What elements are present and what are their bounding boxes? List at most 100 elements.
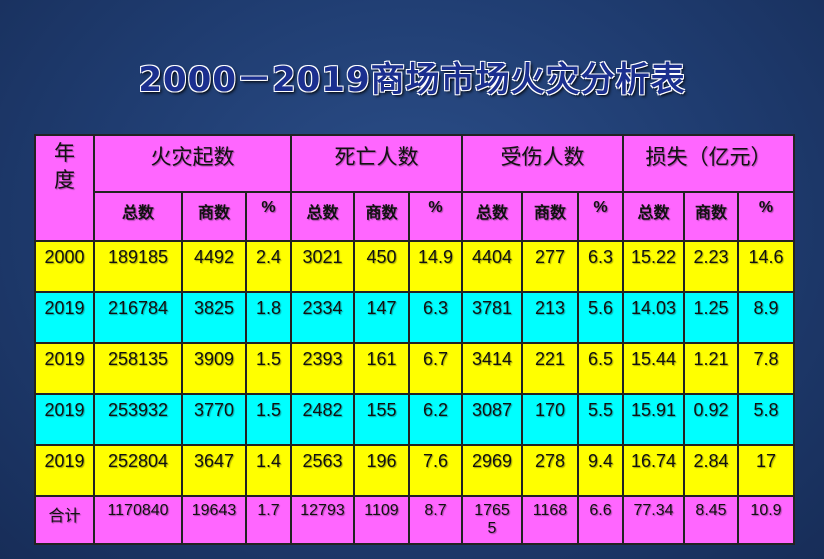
year-cell-text: 2019 bbox=[44, 349, 85, 369]
subheader-text: % bbox=[428, 199, 443, 216]
value-cell-text: 170 bbox=[534, 400, 566, 420]
subheader-text: % bbox=[261, 199, 276, 216]
value-cell-text: 2563 bbox=[302, 451, 343, 471]
value-cell-text: 1109 bbox=[364, 502, 399, 519]
value-cell-text: 189185 bbox=[107, 247, 169, 267]
value-cell-text: 3087 bbox=[471, 400, 513, 420]
value-cell: 15.91 bbox=[622, 393, 685, 446]
value-cell-text: 2334 bbox=[302, 298, 343, 318]
value-cell: 15.22 bbox=[622, 240, 685, 293]
value-cell: 16.74 bbox=[622, 444, 685, 497]
subheader: % bbox=[245, 191, 292, 242]
total-row: 合计 1170840 19643 1.7 12793 1109 8.7 17655 1168 6.… bbox=[34, 495, 795, 545]
value-cell-text: 6.5 bbox=[587, 349, 614, 369]
subheader-text: % bbox=[593, 199, 608, 216]
group-header: 火灾起数 bbox=[93, 134, 292, 193]
value-cell-text: 3825 bbox=[193, 298, 235, 318]
value-cell: 14.03 bbox=[622, 291, 685, 344]
subheader-text: 商数 bbox=[533, 205, 566, 222]
value-cell: 5.5 bbox=[577, 393, 624, 446]
year-cell-text: 2000 bbox=[44, 247, 85, 267]
value-cell-text: 14.03 bbox=[630, 298, 677, 318]
value-cell-text: 147 bbox=[366, 298, 397, 318]
value-cell-text: 12793 bbox=[300, 502, 345, 519]
value-cell: 1.21 bbox=[683, 342, 739, 395]
value-cell-text: 258135 bbox=[107, 349, 169, 369]
value-cell-text: 252804 bbox=[107, 451, 169, 471]
value-cell-text: 2482 bbox=[302, 400, 343, 420]
year-cell: 2019 bbox=[34, 291, 95, 344]
value-cell: 3781 bbox=[461, 291, 523, 344]
value-cell: 10.9 bbox=[737, 495, 795, 545]
value-cell-text: 1.7 bbox=[257, 502, 280, 519]
value-cell: 1.25 bbox=[683, 291, 739, 344]
value-cell: 12793 bbox=[290, 495, 355, 545]
value-cell-text: 1.21 bbox=[693, 349, 729, 369]
value-cell-text: 2.23 bbox=[693, 247, 729, 267]
value-cell-text: 8.9 bbox=[753, 298, 779, 318]
table-row: 2000 189185 4492 2.4 3021 450 14.9 4404 277 6.3 15… bbox=[34, 240, 795, 293]
value-cell-text: 4492 bbox=[193, 247, 235, 267]
value-cell-text: 213 bbox=[534, 298, 566, 318]
year-cell: 2019 bbox=[34, 444, 95, 497]
value-cell-text: 1168 bbox=[532, 502, 568, 519]
group-header-text: 损失（亿元） bbox=[645, 146, 772, 169]
value-cell: 6.3 bbox=[577, 240, 624, 293]
value-cell: 2563 bbox=[290, 444, 355, 497]
subheader-text: 商数 bbox=[694, 205, 727, 222]
fire-analysis-table: 年度 火灾起数 死亡人数 受伤人数 损失（亿元） 总数 商数% 总数 商数% 总数 商数% 总数 商数%… bbox=[34, 134, 795, 545]
year-cell: 2019 bbox=[34, 393, 95, 446]
subheader: 商数 bbox=[353, 191, 410, 242]
value-cell-text: 7.8 bbox=[753, 349, 779, 369]
table-row: 2019 252804 3647 1.4 2563 196 7.6 2969 278 9.4 16.… bbox=[34, 444, 795, 497]
value-cell: 6.7 bbox=[408, 342, 463, 395]
value-cell-text: 17655 bbox=[474, 502, 510, 537]
value-cell: 3825 bbox=[181, 291, 247, 344]
value-cell: 252804 bbox=[93, 444, 183, 497]
value-cell: 4404 bbox=[461, 240, 523, 293]
value-cell-text: 1.5 bbox=[255, 349, 282, 369]
value-cell: 3087 bbox=[461, 393, 523, 446]
year-cell-text: 2019 bbox=[44, 298, 85, 318]
value-cell: 1170840 bbox=[93, 495, 183, 545]
subheader: 商数 bbox=[683, 191, 739, 242]
value-cell-text: 161 bbox=[366, 349, 397, 369]
value-cell-text: 5.8 bbox=[753, 400, 779, 420]
subheader-text: 商数 bbox=[197, 205, 230, 222]
value-cell: 170 bbox=[521, 393, 579, 446]
year-cell-text: 合计 bbox=[48, 508, 81, 525]
value-cell: 9.4 bbox=[577, 444, 624, 497]
value-cell-text: 277 bbox=[534, 247, 566, 267]
value-cell: 6.5 bbox=[577, 342, 624, 395]
value-cell: 7.8 bbox=[737, 342, 795, 395]
value-cell-text: 221 bbox=[534, 349, 566, 369]
value-cell: 17655 bbox=[461, 495, 523, 545]
value-cell-text: 1170840 bbox=[107, 502, 169, 519]
subheader: % bbox=[408, 191, 463, 242]
header-row-groups: 年度 火灾起数 死亡人数 受伤人数 损失（亿元） bbox=[34, 134, 795, 242]
value-cell-text: 1.4 bbox=[255, 451, 282, 471]
value-cell: 4492 bbox=[181, 240, 247, 293]
subheader-text: 总数 bbox=[306, 205, 339, 222]
value-cell: 1.8 bbox=[245, 291, 292, 344]
value-cell-text: 0.92 bbox=[693, 400, 729, 420]
value-cell-text: 1.25 bbox=[693, 298, 729, 318]
value-cell-text: 3414 bbox=[471, 349, 513, 369]
value-cell: 3414 bbox=[461, 342, 523, 395]
value-cell-text: 1.5 bbox=[255, 400, 282, 420]
value-cell: 221 bbox=[521, 342, 579, 395]
value-cell: 147 bbox=[353, 291, 410, 344]
group-header: 死亡人数 bbox=[290, 134, 463, 193]
group-header-text: 火灾起数 bbox=[150, 146, 235, 169]
value-cell-text: 5.6 bbox=[587, 298, 614, 318]
value-cell-text: 4404 bbox=[471, 247, 513, 267]
value-cell-text: 6.6 bbox=[589, 502, 612, 519]
value-cell: 5.6 bbox=[577, 291, 624, 344]
group-header-text: 受伤人数 bbox=[500, 146, 585, 169]
value-cell: 450 bbox=[353, 240, 410, 293]
subheader: 商数 bbox=[521, 191, 579, 242]
slide-title: 2000－2019商场市场火灾分析表 bbox=[138, 60, 686, 100]
value-cell-text: 196 bbox=[366, 451, 397, 471]
value-cell-text: 2.4 bbox=[255, 247, 282, 267]
value-cell-text: 2.84 bbox=[693, 451, 729, 471]
